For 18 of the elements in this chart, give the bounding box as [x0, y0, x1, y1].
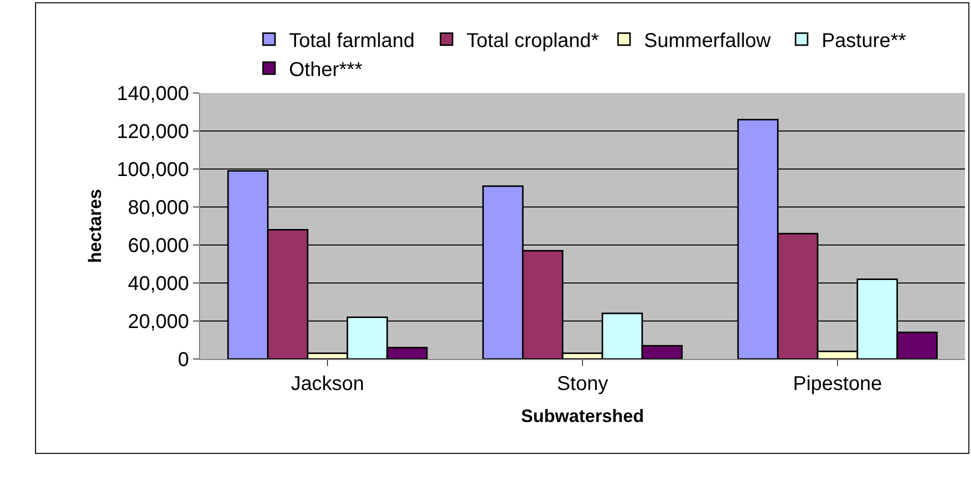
legend-label: Other***: [289, 58, 363, 81]
y-tick-label: 20,000: [128, 311, 189, 333]
y-tick-label: 80,000: [128, 197, 189, 219]
y-tick-label: 40,000: [128, 273, 189, 295]
legend-label: Summerfallow: [644, 30, 772, 52]
y-tick-label: 0: [178, 349, 189, 371]
y-tick-label: 140,000: [116, 83, 189, 105]
legend-label: Total cropland*: [466, 30, 600, 52]
legend-label: Pasture**: [822, 30, 906, 52]
y-tick-label: 120,000: [116, 121, 189, 143]
x-tick-label: Pipestone: [793, 373, 882, 395]
x-tick-label: Stony: [556, 373, 608, 395]
y-tick-label: 60,000: [128, 235, 189, 257]
x-tick-label: Jackson: [290, 373, 364, 395]
y-axis-title: hectares: [84, 188, 105, 264]
x-axis-title: Subwatershed: [520, 406, 644, 426]
y-tick-label: 100,000: [116, 159, 189, 181]
legend-label: Total farmland: [289, 30, 415, 52]
